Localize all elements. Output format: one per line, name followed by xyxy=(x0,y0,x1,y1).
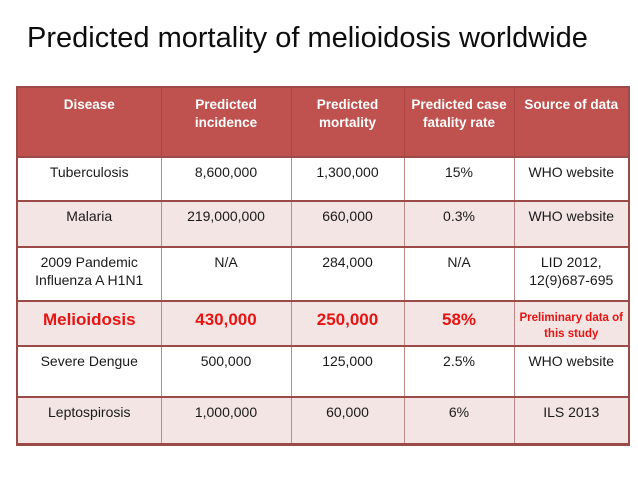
cell-mortality: 125,000 xyxy=(290,345,405,398)
cell-incidence: 430,000 xyxy=(160,300,292,347)
cell-mortality: 250,000 xyxy=(290,300,405,347)
cell-incidence: 500,000 xyxy=(160,345,292,398)
header-cell-fatality-rate: Predicted case fatality rate xyxy=(403,86,515,158)
slide-title: Predicted mortality of melioidosis world… xyxy=(27,22,588,54)
cell-source: WHO website xyxy=(513,156,630,202)
cell-disease: 2009 Pandemic Influenza A H1N1 xyxy=(16,246,162,302)
cell-disease: Tuberculosis xyxy=(16,156,162,202)
cell-incidence: 1,000,000 xyxy=(160,396,292,445)
cell-disease: Severe Dengue xyxy=(16,345,162,398)
cell-fatality: 6% xyxy=(403,396,515,445)
cell-mortality: 284,000 xyxy=(290,246,405,302)
header-label: Predicted mortality xyxy=(316,97,379,130)
table-header: Disease Predicted incidence Predicted mo… xyxy=(16,86,630,158)
cell-source: LID 2012, 12(9)687-695 xyxy=(513,246,630,302)
cell-fatality: 0.3% xyxy=(403,200,515,248)
cell-mortality: 1,300,000 xyxy=(290,156,405,202)
header-cell-incidence: Predicted incidence xyxy=(160,86,292,158)
table-row-tuberculosis: Tuberculosis 8,600,000 1,300,000 15% WHO… xyxy=(16,156,630,202)
cell-source: WHO website xyxy=(513,200,630,248)
cell-source: Preliminary data of this study xyxy=(513,300,630,347)
table-row-h1n1: 2009 Pandemic Influenza A H1N1 N/A 284,0… xyxy=(16,246,630,302)
cell-fatality: 2.5% xyxy=(403,345,515,398)
cell-fatality: 58% xyxy=(403,300,515,347)
header-label: Predicted incidence xyxy=(194,97,258,130)
cell-incidence: N/A xyxy=(160,246,292,302)
cell-mortality: 60,000 xyxy=(290,396,405,445)
cell-disease: Leptospirosis xyxy=(16,396,162,445)
mortality-table: Disease Predicted incidence Predicted mo… xyxy=(16,86,630,446)
header-cell-disease: Disease xyxy=(16,86,162,158)
header-row: Disease Predicted incidence Predicted mo… xyxy=(16,86,630,158)
cell-disease: Malaria xyxy=(16,200,162,248)
table-row-leptospirosis: Leptospirosis 1,000,000 60,000 6% ILS 20… xyxy=(16,396,630,445)
header-cell-source: Source of data xyxy=(513,86,630,158)
header-cell-mortality: Predicted mortality xyxy=(290,86,405,158)
cell-incidence: 219,000,000 xyxy=(160,200,292,248)
table-row-melioidosis: Melioidosis 430,000 250,000 58% Prelimin… xyxy=(16,300,630,347)
cell-disease: Melioidosis xyxy=(16,300,162,347)
header-label: Predicted case fatality rate xyxy=(411,97,507,130)
header-label: Source of data xyxy=(524,97,619,112)
table-row-malaria: Malaria 219,000,000 660,000 0.3% WHO web… xyxy=(16,200,630,248)
cell-fatality: 15% xyxy=(403,156,515,202)
header-label: Disease xyxy=(63,97,115,112)
cell-incidence: 8,600,000 xyxy=(160,156,292,202)
cell-fatality: N/A xyxy=(403,246,515,302)
cell-mortality: 660,000 xyxy=(290,200,405,248)
table-row-severe-dengue: Severe Dengue 500,000 125,000 2.5% WHO w… xyxy=(16,345,630,398)
cell-source: WHO website xyxy=(513,345,630,398)
cell-source: ILS 2013 xyxy=(513,396,630,445)
